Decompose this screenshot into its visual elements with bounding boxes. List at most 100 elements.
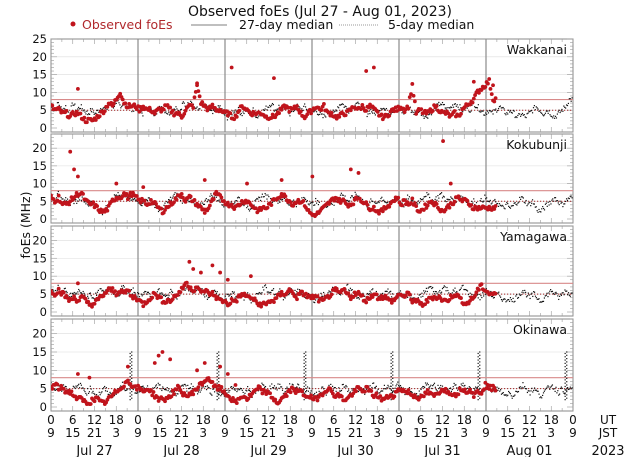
median-5day-point [540, 111, 542, 114]
median-5day-point [384, 108, 386, 110]
median-5day-point [423, 117, 425, 119]
median-5day-spike-point [564, 356, 566, 358]
median-5day-point [461, 384, 463, 387]
median-5day-point [421, 292, 423, 294]
median-5day-point [331, 385, 334, 387]
median-5day-point [226, 119, 229, 121]
median-5day-point [183, 102, 185, 104]
median-5day-point [255, 392, 257, 394]
median-5day-spike-point [477, 375, 479, 378]
median-5day-point [373, 387, 376, 389]
median-5day-point [318, 113, 320, 116]
median-5day-point [307, 390, 310, 392]
median-5day-point [95, 294, 98, 296]
observed-point [213, 106, 217, 110]
median-5day-point [523, 114, 525, 116]
median-5day-point [227, 389, 229, 391]
median-5day-point [56, 289, 58, 291]
median-5day-point [101, 290, 103, 292]
observed-point [492, 207, 497, 211]
median-5day-point [115, 194, 117, 196]
median-5day-point [81, 293, 83, 295]
median-5day-point [387, 113, 389, 115]
x-tick-label-ut: 18 [109, 413, 124, 427]
median-5day-point [133, 199, 135, 201]
x-tick-label-ut: 6 [504, 413, 512, 427]
median-5day-point [283, 197, 286, 199]
median-5day-point [428, 114, 430, 116]
median-5day-point [202, 203, 205, 206]
median-5day-point [146, 293, 148, 295]
day-label: Aug 01 [506, 444, 552, 457]
median-5day-point [426, 192, 428, 194]
observed-point [181, 286, 185, 291]
median-5day-point [535, 106, 537, 108]
median-5day-point [532, 391, 534, 393]
median-5day-point [461, 285, 463, 287]
median-5day-point [117, 192, 119, 194]
median-5day-point [429, 286, 431, 288]
median-5day-point [248, 210, 251, 212]
median-5day-point [555, 386, 557, 388]
median-5day-point [78, 108, 81, 110]
observed-point [259, 304, 264, 309]
median-5day-point [561, 108, 563, 111]
median-5day-point [64, 287, 66, 289]
observed-point [425, 300, 430, 304]
median-5day-point [76, 293, 78, 295]
observed-point [211, 197, 216, 202]
median-5day-point [398, 384, 400, 387]
median-5day-point [569, 98, 571, 100]
median-5day-spike-point [477, 399, 479, 401]
median-5day-point [539, 210, 541, 213]
median-5day-spike-point [216, 356, 218, 358]
median-5day-point [445, 290, 447, 292]
median-5day-point [567, 294, 569, 296]
median-5day-point [376, 390, 378, 392]
observed-point [273, 397, 278, 402]
observed-point [343, 113, 348, 118]
median-5day-point [425, 287, 428, 289]
median-5day-point [451, 388, 453, 391]
median-5day-point [207, 297, 209, 299]
median-5day-point [352, 387, 354, 390]
median-5day-point [165, 389, 167, 391]
median-5day-point [459, 288, 461, 291]
median-5day-spike-point [303, 382, 305, 384]
median-5day-point [534, 109, 536, 111]
observed-point [411, 93, 416, 98]
median-5day-point [498, 291, 500, 293]
median-5day-point [379, 200, 381, 202]
median-5day-point [109, 391, 111, 393]
median-5day-point [395, 385, 397, 387]
median-5day-point [354, 104, 356, 106]
median-5day-point [297, 384, 300, 386]
median-5day-point [569, 295, 571, 297]
median-5day-point [286, 386, 288, 388]
median-5day-point [255, 292, 258, 295]
median-5day-point [154, 385, 157, 387]
median-5day-point [182, 101, 184, 103]
median-5day-point [436, 390, 438, 392]
median-5day-point [408, 196, 411, 198]
median-5day-point [348, 289, 350, 291]
median-5day-point [238, 197, 240, 199]
median-5day-point [92, 297, 94, 299]
median-5day-point [351, 289, 353, 291]
median-5day-point [427, 194, 429, 196]
median-5day-point [164, 388, 167, 391]
median-5day-point [160, 293, 162, 295]
median-5day-point [210, 193, 212, 195]
median-5day-point [289, 292, 291, 294]
median-5day-point [503, 394, 505, 396]
median-5day-point [435, 389, 437, 391]
median-5day-point [478, 110, 480, 112]
median-5day-point [272, 289, 274, 291]
median-5day-point [57, 101, 59, 104]
median-5day-point [163, 387, 165, 390]
median-5day-point [132, 287, 134, 289]
median-5day-point [564, 289, 566, 291]
median-5day-point [168, 114, 171, 116]
median-5day-point [135, 200, 138, 202]
median-5day-point [336, 110, 338, 112]
